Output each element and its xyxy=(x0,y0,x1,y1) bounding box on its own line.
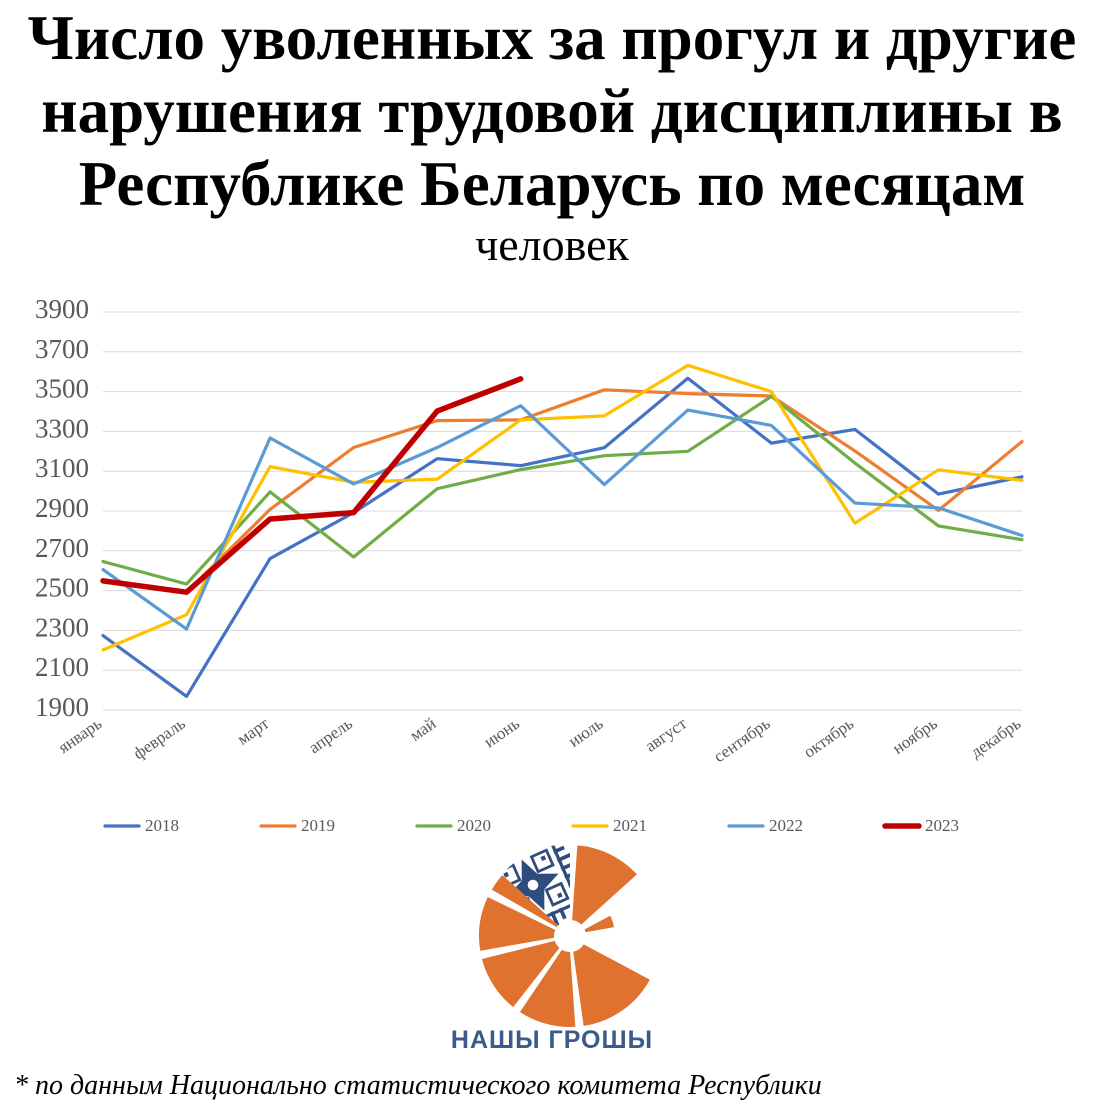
svg-text:3300: 3300 xyxy=(35,413,89,443)
svg-text:2020: 2020 xyxy=(457,816,491,835)
svg-text:2022: 2022 xyxy=(769,816,803,835)
svg-text:1900: 1900 xyxy=(35,692,89,722)
svg-text:апрель: апрель xyxy=(305,714,356,758)
svg-text:2100: 2100 xyxy=(35,652,89,682)
svg-text:август: август xyxy=(642,713,691,755)
svg-text:июнь: июнь xyxy=(480,714,523,752)
svg-text:3100: 3100 xyxy=(35,453,89,483)
svg-text:ноябрь: ноябрь xyxy=(889,714,941,758)
svg-text:3500: 3500 xyxy=(35,374,89,404)
svg-text:2018: 2018 xyxy=(145,816,179,835)
svg-text:февраль: февраль xyxy=(130,714,189,764)
svg-text:2300: 2300 xyxy=(35,612,89,642)
svg-text:3700: 3700 xyxy=(35,334,89,364)
svg-text:2023: 2023 xyxy=(925,816,959,835)
svg-text:март: март xyxy=(234,713,273,748)
svg-text:2700: 2700 xyxy=(35,533,89,563)
svg-text:декабрь: декабрь xyxy=(967,714,1025,762)
svg-text:май: май xyxy=(406,714,439,745)
svg-text:июль: июль xyxy=(565,714,607,751)
svg-text:2019: 2019 xyxy=(301,816,335,835)
svg-text:сентябрь: сентябрь xyxy=(710,714,774,767)
svg-text:3900: 3900 xyxy=(35,294,89,324)
svg-text:2500: 2500 xyxy=(35,573,89,603)
svg-text:2900: 2900 xyxy=(35,493,89,523)
svg-text:2021: 2021 xyxy=(613,816,647,835)
svg-text:октябрь: октябрь xyxy=(800,714,857,762)
